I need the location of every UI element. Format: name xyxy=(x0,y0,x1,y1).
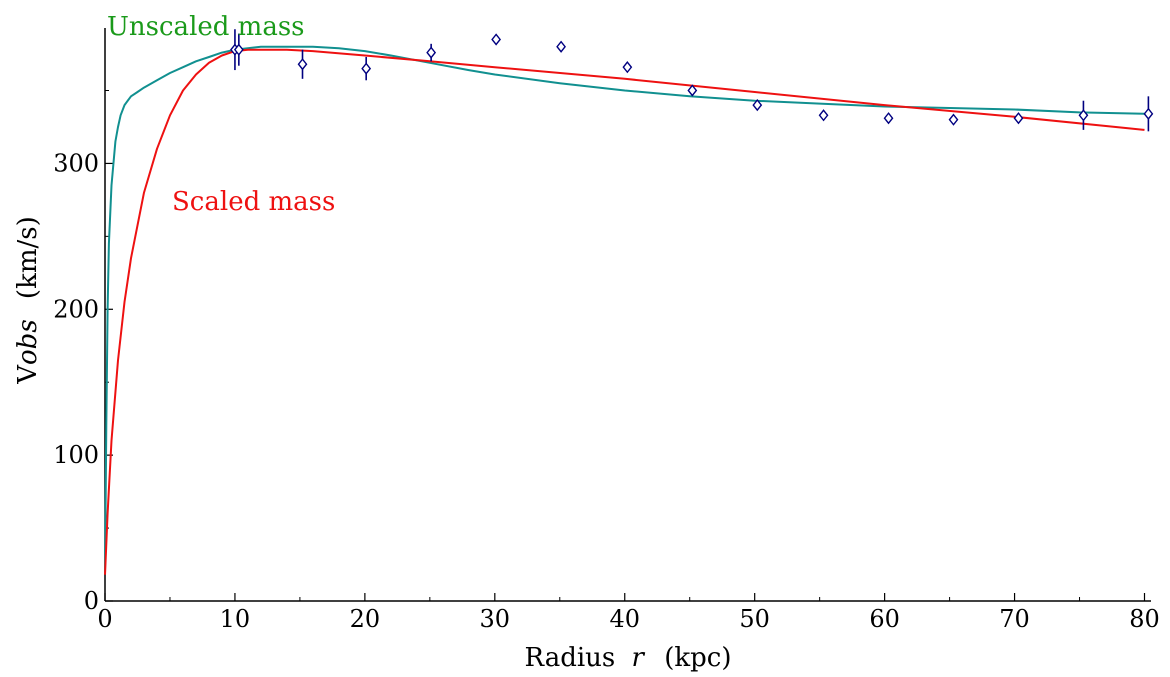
data-point xyxy=(361,62,372,75)
x-axis-title-prefix: Radius xyxy=(525,643,616,673)
y-axis-title-unit: (km/s) xyxy=(13,216,43,299)
y-axis-title-var: obs xyxy=(13,319,43,365)
x-tick-label: 10 xyxy=(220,605,251,633)
unscaled-mass-curve xyxy=(104,45,1145,572)
curves xyxy=(104,45,1145,575)
x-tick-label: 30 xyxy=(480,605,511,633)
annotation-scaled-mass: Scaled mass xyxy=(172,187,335,217)
data-point xyxy=(818,109,829,122)
y-tick-label: 0 xyxy=(84,587,99,615)
data-point xyxy=(556,40,566,53)
data-points xyxy=(230,29,1154,132)
data-point xyxy=(687,84,698,97)
x-axis-title-var: r xyxy=(632,643,646,673)
x-axis-title-unit: (kpc) xyxy=(664,643,731,673)
data-point xyxy=(948,113,959,126)
y-tick-label: 300 xyxy=(53,149,99,177)
data-point xyxy=(752,98,763,112)
axes xyxy=(104,28,1151,602)
data-point xyxy=(1013,112,1024,125)
annotation-unscaled-mass: Unscaled mass xyxy=(107,12,305,42)
x-tick-label: 20 xyxy=(350,605,381,633)
x-tick-label: 80 xyxy=(1129,605,1160,633)
x-tick-label: 50 xyxy=(739,605,770,633)
data-point xyxy=(426,46,437,59)
x-tick-label: 70 xyxy=(999,605,1030,633)
data-point xyxy=(491,33,502,46)
x-tick-label: 0 xyxy=(97,605,112,633)
x-tick-label: 40 xyxy=(609,605,640,633)
x-axis-title: Radius r (kpc) xyxy=(525,643,732,673)
scaled-mass-curve xyxy=(104,48,1145,575)
data-point xyxy=(297,58,308,71)
data-point xyxy=(883,112,894,125)
data-point xyxy=(233,43,244,56)
y-axis-title: Vobs (km/s) xyxy=(13,216,43,385)
data-point xyxy=(1143,107,1154,120)
ticks: 0 10 20 30 40 50 60 70 80 0 100 200 300 xyxy=(53,89,1160,633)
data-point xyxy=(622,61,633,74)
y-axis-title-prefix: V xyxy=(13,364,43,385)
y-tick-label: 100 xyxy=(53,441,99,469)
data-point xyxy=(1078,109,1089,122)
y-tick-label: 200 xyxy=(53,295,99,323)
x-tick-label: 60 xyxy=(869,605,900,633)
